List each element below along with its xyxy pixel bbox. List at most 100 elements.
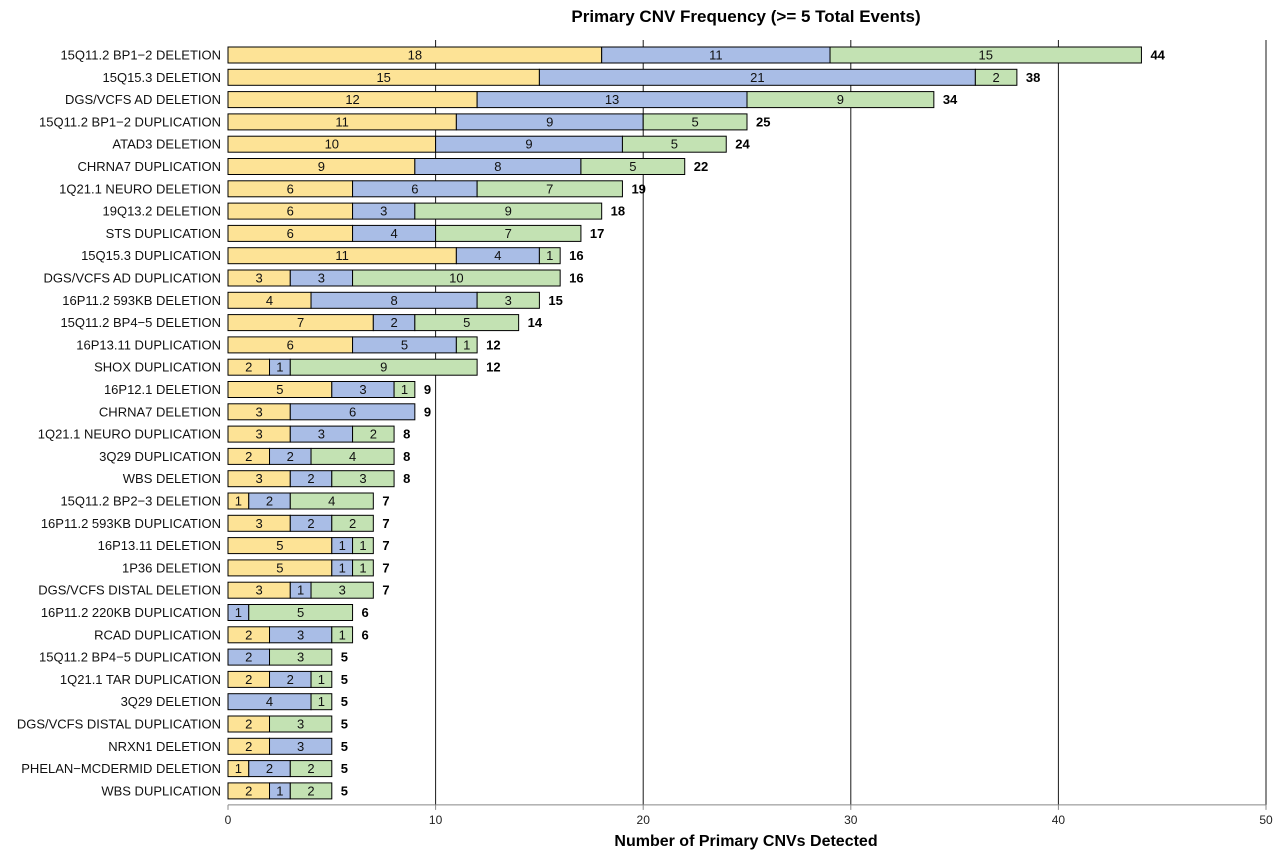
segment-value-label: 1 bbox=[359, 538, 366, 553]
total-value-label: 15 bbox=[548, 293, 562, 308]
segment-value-label: 2 bbox=[245, 627, 252, 642]
segment-value-label: 5 bbox=[297, 605, 304, 620]
segment-value-label: 3 bbox=[505, 293, 512, 308]
segment-value-label: 2 bbox=[245, 449, 252, 464]
segment-value-label: 7 bbox=[546, 181, 553, 196]
bar-segment bbox=[642, 113, 748, 131]
total-value-label: 7 bbox=[382, 494, 389, 509]
segment-value-label: 9 bbox=[380, 360, 387, 375]
category-label: NRXN1 DELETION bbox=[108, 739, 221, 754]
segment-value-label: 11 bbox=[335, 114, 349, 129]
segment-value-label: 15 bbox=[979, 48, 993, 63]
segment-value-label: 5 bbox=[463, 315, 470, 330]
category-label: RCAD DUPLICATION bbox=[94, 627, 221, 642]
total-labels: 4438342524221918171616151412129988877777… bbox=[341, 48, 1166, 799]
segment-value-label: 10 bbox=[449, 271, 463, 286]
segment-value-label: 2 bbox=[349, 516, 356, 531]
segment-value-label: 9 bbox=[837, 92, 844, 107]
total-value-label: 8 bbox=[403, 471, 410, 486]
total-value-label: 5 bbox=[341, 783, 348, 798]
segment-value-label: 6 bbox=[287, 337, 294, 352]
segment-value-label: 2 bbox=[245, 783, 252, 798]
category-label: DGS/VCFS AD DELETION bbox=[65, 92, 221, 107]
total-value-label: 5 bbox=[341, 694, 348, 709]
segment-value-label: 1 bbox=[359, 560, 366, 575]
total-value-label: 17 bbox=[590, 226, 604, 241]
bar-segment bbox=[414, 202, 603, 220]
category-label: 15Q11.2 BP4−5 DELETION bbox=[60, 315, 221, 330]
segment-value-label: 2 bbox=[307, 516, 314, 531]
bar-segment bbox=[269, 648, 333, 666]
segment-value-label: 3 bbox=[256, 516, 263, 531]
category-label: CHRNA7 DELETION bbox=[99, 404, 221, 419]
bar-segment bbox=[621, 135, 727, 153]
bar-segment bbox=[310, 693, 333, 711]
bar-segment bbox=[829, 46, 1142, 64]
bar-segment bbox=[248, 604, 354, 621]
total-value-label: 5 bbox=[341, 672, 348, 687]
bar-segment bbox=[352, 425, 395, 443]
bar-segment bbox=[310, 670, 333, 688]
segment-value-label: 3 bbox=[339, 583, 346, 598]
segment-value-label: 5 bbox=[629, 159, 636, 174]
bar-segment bbox=[974, 68, 1018, 86]
x-axis-title: Number of Primary CNVs Detected bbox=[614, 833, 877, 850]
segment-value-label: 5 bbox=[691, 114, 698, 129]
segment-value-label: 12 bbox=[345, 92, 359, 107]
segment-value-label: 4 bbox=[266, 694, 273, 709]
segment-value-label: 1 bbox=[318, 672, 325, 687]
segment-value-label: 1 bbox=[339, 560, 346, 575]
segment-value-label: 6 bbox=[287, 226, 294, 241]
total-value-label: 16 bbox=[569, 248, 583, 263]
category-label: 16P13.11 DUPLICATION bbox=[76, 337, 221, 352]
category-label: 16P12.1 DELETION bbox=[104, 382, 221, 397]
segment-value-label: 4 bbox=[494, 248, 501, 263]
category-label: 3Q29 DELETION bbox=[121, 694, 221, 709]
total-value-label: 18 bbox=[611, 204, 625, 219]
x-tick-label: 0 bbox=[225, 813, 232, 827]
segment-value-label: 7 bbox=[505, 226, 512, 241]
segment-value-label: 2 bbox=[245, 672, 252, 687]
bar-segment bbox=[331, 470, 395, 488]
category-label: 15Q15.3 DELETION bbox=[103, 70, 222, 85]
total-value-label: 6 bbox=[362, 605, 369, 620]
total-value-label: 5 bbox=[341, 739, 348, 754]
category-label: STS DUPLICATION bbox=[106, 226, 221, 241]
segment-value-label: 6 bbox=[411, 181, 418, 196]
total-value-label: 5 bbox=[341, 650, 348, 665]
total-value-label: 24 bbox=[735, 137, 750, 152]
segment-value-label: 11 bbox=[709, 48, 723, 63]
bar-segment bbox=[289, 782, 333, 800]
segment-value-label: 5 bbox=[276, 382, 283, 397]
segment-value-label: 3 bbox=[256, 471, 263, 486]
category-label: 1Q21.1 NEURO DELETION bbox=[59, 181, 221, 196]
segment-value-label: 5 bbox=[276, 538, 283, 553]
category-label: 16P11.2 593KB DELETION bbox=[62, 293, 221, 308]
total-value-label: 7 bbox=[382, 516, 389, 531]
segment-value-label: 3 bbox=[297, 739, 304, 754]
category-label: CHRNA7 DUPLICATION bbox=[77, 159, 221, 174]
segment-value-label: 1 bbox=[401, 382, 408, 397]
category-label: 1P36 DELETION bbox=[122, 560, 221, 575]
total-value-label: 34 bbox=[943, 92, 958, 107]
total-value-label: 38 bbox=[1026, 70, 1040, 85]
segment-value-label: 4 bbox=[349, 449, 356, 464]
total-value-label: 25 bbox=[756, 114, 770, 129]
segment-value-label: 9 bbox=[318, 159, 325, 174]
segment-value-label: 1 bbox=[276, 783, 283, 798]
segment-value-label: 18 bbox=[408, 48, 422, 63]
segment-value-label: 3 bbox=[297, 627, 304, 642]
segment-value-label: 6 bbox=[287, 181, 294, 196]
total-value-label: 9 bbox=[424, 404, 431, 419]
segment-value-label: 4 bbox=[328, 494, 335, 509]
segment-value-label: 10 bbox=[325, 137, 339, 152]
category-label: 15Q11.2 BP1−2 DELETION bbox=[60, 48, 221, 63]
total-value-label: 9 bbox=[424, 382, 431, 397]
segment-value-label: 1 bbox=[546, 248, 553, 263]
bar-segment bbox=[414, 314, 520, 332]
category-label: WBS DELETION bbox=[123, 471, 221, 486]
segment-value-label: 2 bbox=[307, 471, 314, 486]
category-label: ATAD3 DELETION bbox=[112, 137, 221, 152]
category-label: DGS/VCFS DISTAL DELETION bbox=[38, 583, 221, 598]
